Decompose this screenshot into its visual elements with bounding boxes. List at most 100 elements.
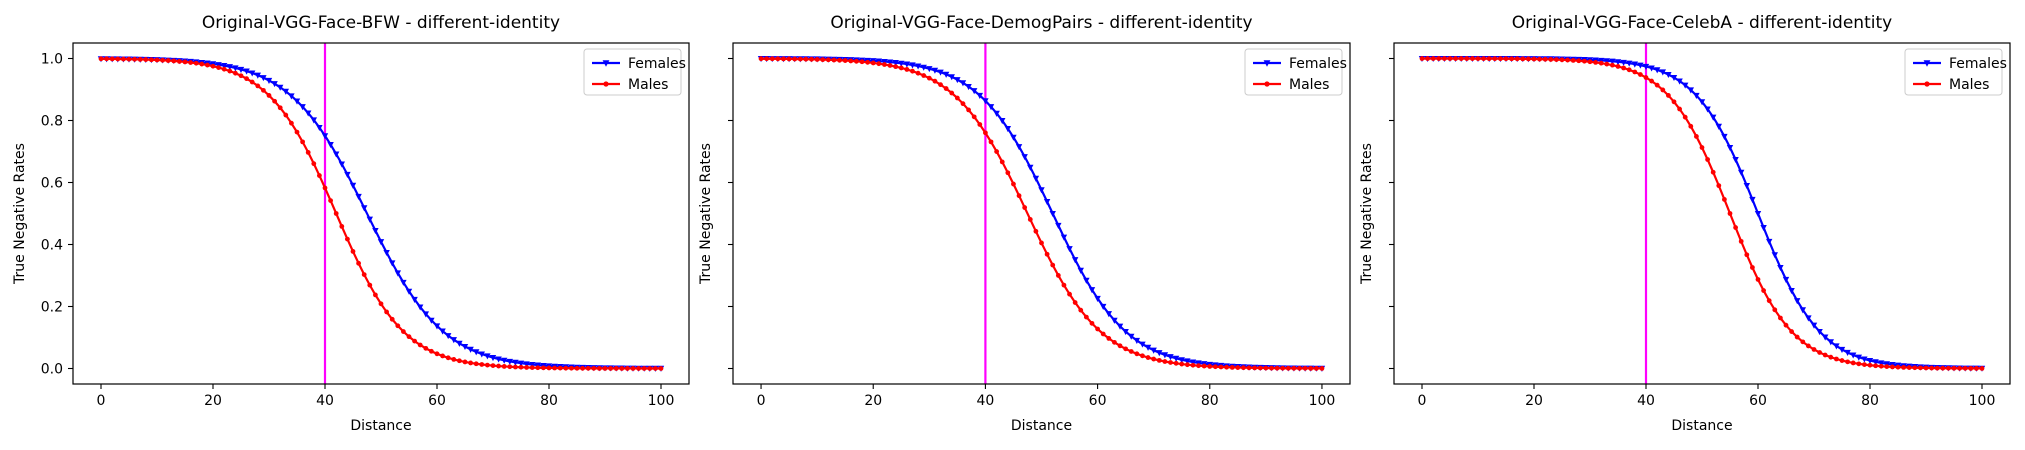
data-point	[473, 349, 480, 356]
data-point	[238, 73, 244, 79]
data-point	[854, 58, 859, 64]
data-point	[356, 260, 361, 266]
data-point	[1531, 56, 1537, 62]
data-point	[1061, 282, 1067, 288]
data-point	[1676, 78, 1683, 85]
data-point	[602, 366, 608, 371]
y-tick-label: 0.2	[41, 300, 63, 316]
y-tick-label: 1.0	[41, 52, 63, 68]
x-tick-label: 80	[1201, 393, 1219, 409]
data-point	[1598, 60, 1604, 66]
y-tick-label: 0.0	[41, 362, 63, 378]
data-point	[434, 351, 440, 357]
legend: Females Males	[1904, 48, 2007, 96]
data-point	[959, 80, 967, 87]
data-point	[1654, 82, 1660, 88]
data-point	[1637, 62, 1644, 69]
legend-label: Females	[628, 56, 686, 72]
data-point	[1458, 56, 1464, 61]
y-axis-label: True Negative Rates	[698, 143, 714, 285]
data-point	[1072, 300, 1078, 305]
data-point	[429, 348, 434, 354]
data-point	[1071, 257, 1079, 264]
x-tick-label: 0	[757, 393, 766, 409]
data-point	[384, 309, 389, 315]
data-point	[395, 323, 401, 329]
data-point	[1196, 363, 1201, 369]
data-point	[1100, 303, 1107, 310]
data-point	[490, 363, 496, 369]
data-point	[1833, 343, 1840, 350]
data-point	[949, 90, 955, 96]
x-tick-label: 40	[1637, 393, 1655, 409]
data-point	[943, 86, 949, 91]
data-point	[479, 362, 485, 367]
data-point	[904, 67, 910, 72]
y-tick-label: 0.6	[41, 176, 63, 192]
data-point	[1005, 170, 1011, 176]
data-point	[1811, 347, 1817, 352]
data-point	[328, 198, 333, 204]
data-point	[999, 118, 1006, 125]
data-point	[1128, 349, 1134, 354]
legend-marker-icon	[1924, 81, 1930, 87]
data-point	[233, 70, 238, 76]
data-point	[311, 161, 317, 167]
data-point	[585, 365, 591, 371]
data-point	[1867, 362, 1873, 368]
data-point	[1123, 346, 1129, 352]
data-point	[367, 282, 373, 288]
data-point	[563, 365, 569, 371]
data-point	[1738, 238, 1744, 244]
data-point	[977, 122, 983, 127]
data-point	[1666, 93, 1671, 98]
series-line-females	[100, 57, 662, 370]
data-point	[417, 304, 424, 311]
data-point	[1128, 333, 1135, 340]
data-point	[1699, 145, 1705, 150]
data-point	[1749, 196, 1756, 203]
data-point	[842, 58, 848, 63]
data-point	[457, 358, 462, 364]
data-point	[781, 56, 786, 62]
series-females	[1418, 55, 1986, 372]
data-point	[1218, 364, 1224, 370]
series-line-males	[100, 57, 661, 370]
data-point	[513, 364, 518, 370]
data-point	[1705, 157, 1710, 162]
data-point	[1537, 56, 1542, 62]
data-point	[1055, 273, 1061, 278]
data-point	[1648, 65, 1655, 72]
data-point	[613, 366, 619, 371]
data-point	[1839, 358, 1845, 363]
data-point	[574, 365, 580, 371]
data-point	[305, 110, 312, 117]
data-point	[109, 56, 115, 62]
data-point	[1587, 59, 1593, 65]
data-point	[758, 56, 764, 62]
data-point	[121, 56, 126, 62]
data-point	[1241, 365, 1246, 371]
data-point	[1419, 56, 1425, 61]
data-point	[322, 185, 328, 191]
data-point	[1934, 365, 1940, 371]
data-point	[1856, 361, 1862, 367]
data-point	[1297, 365, 1302, 371]
x-axis-label: Distance	[1011, 418, 1072, 434]
data-point	[881, 58, 888, 66]
data-point	[926, 75, 932, 81]
data-point	[1816, 328, 1823, 336]
data-point	[1850, 352, 1857, 359]
data-point	[389, 316, 395, 322]
data-point	[1665, 71, 1672, 79]
data-point	[1038, 187, 1045, 194]
data-point	[366, 216, 373, 223]
data-point	[1144, 344, 1152, 351]
data-point	[216, 65, 222, 70]
data-point	[277, 105, 283, 111]
data-point	[970, 88, 978, 95]
data-point	[893, 64, 899, 70]
data-point	[411, 296, 418, 303]
data-point	[786, 56, 792, 62]
